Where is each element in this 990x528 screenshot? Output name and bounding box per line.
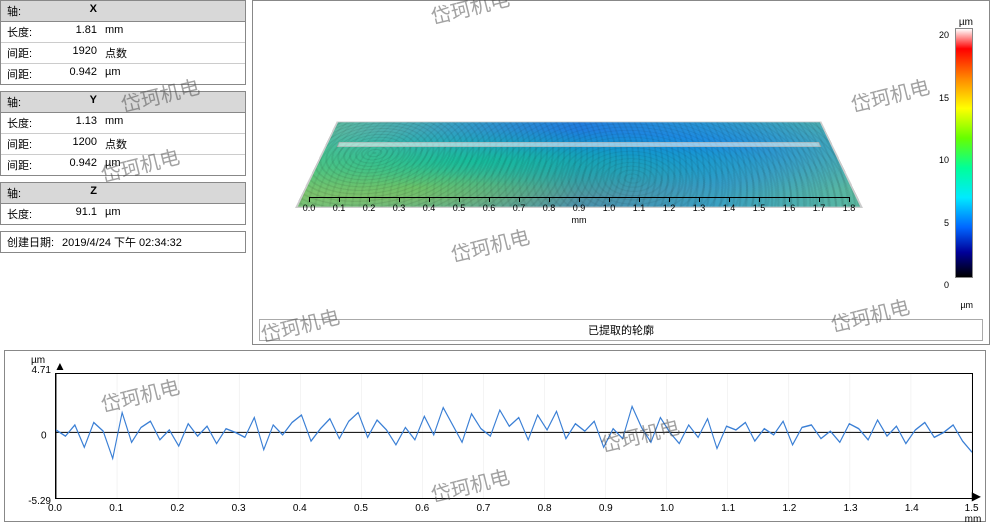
y-axis-params: 轴: Y 长度: 1.13 mm 间距: 1200 点数 间距: 0.942 µ… bbox=[0, 91, 246, 176]
x-points-label: 间距: bbox=[7, 45, 47, 61]
surface-3d-view[interactable]: 0.00.10.20.30.40.50.60.70.80.91.01.11.21… bbox=[252, 0, 990, 345]
x-length-value: 1.81 bbox=[47, 24, 97, 40]
colorbar-bottom-unit: µm bbox=[960, 300, 973, 310]
x-length-label: 长度: bbox=[7, 24, 47, 40]
parameter-panel: 轴: X 长度: 1.81 mm 间距: 1920 点数 间距: 0.942 µ… bbox=[0, 0, 252, 345]
profile-y-zero: 0 bbox=[41, 431, 47, 442]
x-step-value: 0.942 bbox=[47, 66, 97, 82]
axis-label: 轴: bbox=[7, 94, 47, 110]
x-step-label: 间距: bbox=[7, 66, 47, 82]
profile-y-min: -5.29 bbox=[19, 496, 51, 507]
profile-chart[interactable]: µm ▲ 4.71 0 -5.29 ▶ 0.00.10.20.30.40.50.… bbox=[4, 350, 986, 522]
x-axis-ruler: 0.00.10.20.30.40.50.60.70.80.91.01.11.21… bbox=[309, 197, 849, 198]
profile-x-ticks: 0.00.10.20.30.40.50.60.70.80.91.01.11.21… bbox=[55, 503, 973, 517]
surface-caption: 已提取的轮廓 bbox=[259, 319, 983, 341]
profile-y-max: 4.71 bbox=[19, 365, 51, 376]
z-header: Z bbox=[47, 185, 97, 201]
x-points-value: 1920 bbox=[47, 45, 97, 61]
x-header: X bbox=[47, 3, 97, 19]
axis-label: 轴: bbox=[7, 3, 47, 19]
axis-label: 轴: bbox=[7, 185, 47, 201]
x-step-unit: µm bbox=[97, 66, 137, 82]
x-axis-params: 轴: X 长度: 1.81 mm 间距: 1920 点数 间距: 0.942 µ… bbox=[0, 0, 246, 85]
right-arrow-icon: ▶ bbox=[972, 489, 981, 503]
up-arrow-icon: ▲ bbox=[54, 359, 66, 373]
profile-plot-area bbox=[55, 373, 973, 499]
y-header: Y bbox=[47, 94, 97, 110]
x-points-unit: 点数 bbox=[97, 45, 137, 61]
creation-date: 创建日期: 2019/4/24 下午 02:34:32 bbox=[0, 231, 246, 253]
z-axis-params: 轴: Z 长度: 91.1 µm bbox=[0, 182, 246, 225]
x-length-unit: mm bbox=[97, 24, 137, 40]
colorbar: µm 20151050 bbox=[925, 17, 973, 297]
profile-slice-indicator bbox=[336, 142, 821, 147]
